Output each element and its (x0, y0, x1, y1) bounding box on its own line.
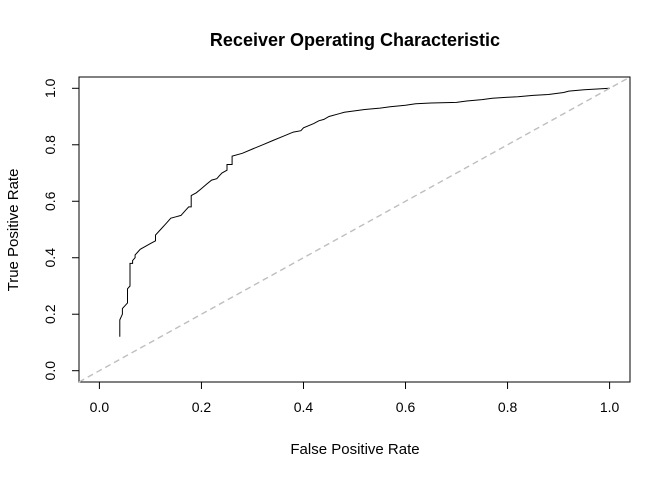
chance-diagonal-line (78, 76, 631, 383)
plot-area (78, 76, 631, 383)
x-tick-label: 0.0 (90, 399, 110, 415)
x-tick-label: 0.8 (498, 399, 518, 415)
y-tick-label: 1.0 (42, 78, 58, 98)
y-tick-label: 0.4 (42, 248, 58, 268)
x-tick-label: 0.6 (396, 399, 416, 415)
y-tick-label: 0.2 (42, 304, 58, 324)
y-tick-label: 0.8 (42, 135, 58, 155)
x-tick-label: 0.4 (294, 399, 314, 415)
y-axis: 0.0 0.2 0.4 0.6 0.8 1.0 (42, 78, 80, 381)
y-tick-label: 0.6 (42, 191, 58, 211)
y-axis-label: True Positive Rate (5, 169, 22, 292)
chart-title: Receiver Operating Characteristic (210, 30, 500, 50)
x-axis-label: False Positive Rate (290, 441, 419, 458)
x-tick-label: 1.0 (600, 399, 620, 415)
x-tick-label: 0.2 (192, 399, 212, 415)
roc-curve-line (119, 87, 610, 337)
x-axis: 0.0 0.2 0.4 0.6 0.8 1.0 (90, 381, 620, 415)
y-tick-label: 0.0 (42, 361, 58, 381)
